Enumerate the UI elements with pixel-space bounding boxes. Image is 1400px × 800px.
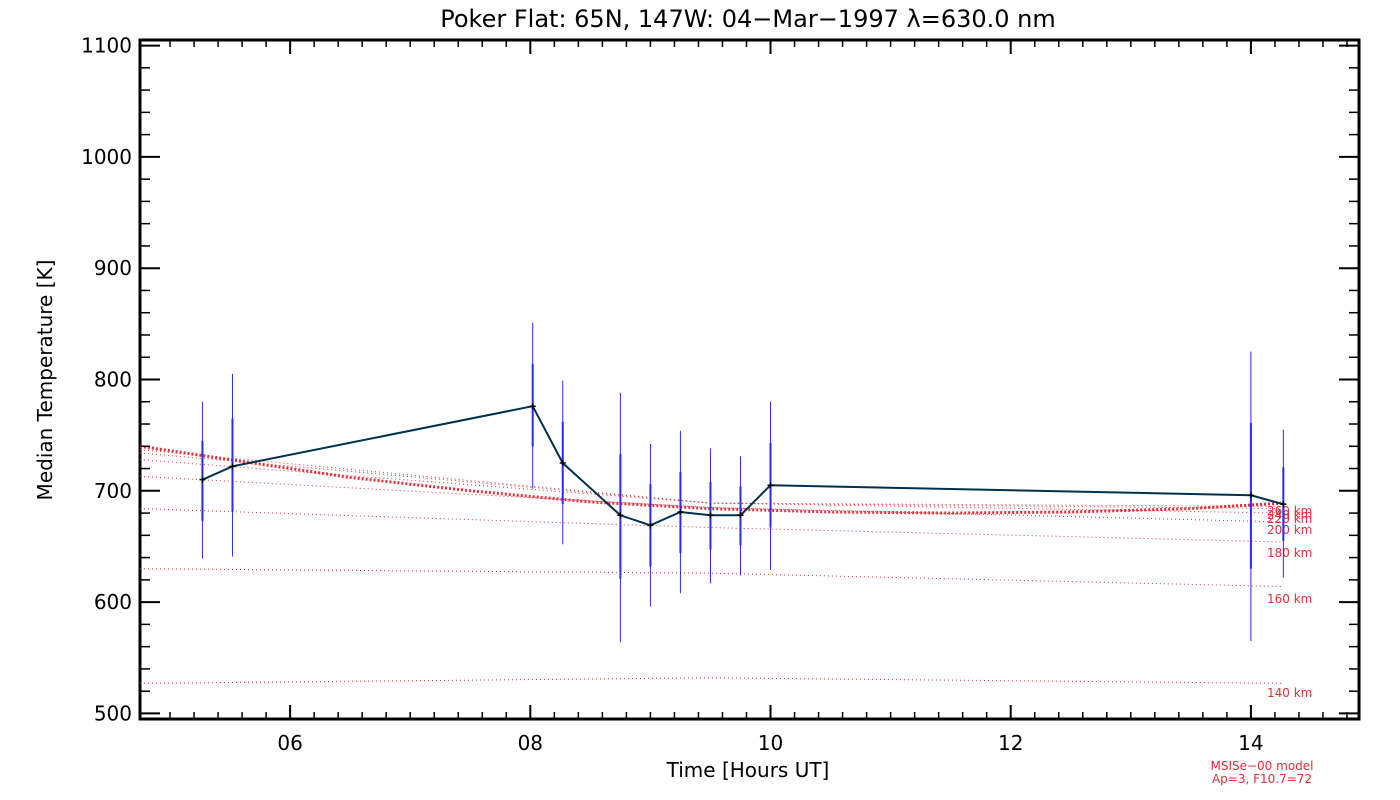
plot-frame [138, 38, 1361, 721]
model-curve-label: 140 km [1267, 686, 1312, 700]
tick-labels: 06 08 10 12 14 500 600 700 800 900 1000 1100 [81, 34, 1264, 755]
model-curve-label: 160 km [1267, 592, 1312, 606]
model-curve-label: 200 km [1267, 523, 1312, 537]
observed-line [202, 405, 1284, 527]
observed-point [229, 463, 236, 470]
x-tick-label: 12 [998, 731, 1023, 755]
y-tick-label: 1000 [81, 145, 132, 169]
model-curve-label: 240 km [1267, 508, 1312, 522]
y-tick-label: 1100 [81, 34, 132, 58]
model-curve-label: 220 km [1267, 512, 1312, 526]
observed-point [647, 522, 654, 529]
x-axis-label: Time [Hours UT] [666, 758, 830, 782]
model-main-line [139, 444, 1281, 515]
model-main-curve [139, 444, 1281, 515]
y-tick-label: 700 [94, 479, 132, 503]
axis-ticks [140, 40, 1359, 719]
chart-title: Poker Flat: 65N, 147W: 04−Mar−1997 λ=630… [440, 5, 1056, 33]
x-tick-label: 08 [518, 731, 543, 755]
observed-series [199, 403, 1287, 529]
model-note-line-2: Ap=3, F10.7=72 [1212, 772, 1312, 786]
observed-point [1247, 492, 1254, 499]
observed-point [617, 512, 624, 519]
y-tick-label: 600 [94, 590, 132, 614]
observed-point [559, 459, 566, 466]
model-note-line-1: MSISe−00 model [1210, 759, 1313, 773]
observed-point [529, 403, 536, 410]
observed-point [677, 508, 684, 515]
observed-point [707, 512, 714, 519]
x-tick-label: 10 [758, 731, 783, 755]
x-tick-label: 14 [1238, 731, 1263, 755]
x-tick-label: 06 [277, 731, 302, 755]
observed-point [1280, 501, 1287, 508]
y-tick-label: 800 [94, 368, 132, 392]
observed-point [737, 512, 744, 519]
y-tick-label: 900 [94, 256, 132, 280]
y-tick-label: 500 [94, 701, 132, 725]
observed-point [199, 476, 206, 483]
error-bars [201, 322, 1285, 643]
model-curve-label: 180 km [1267, 546, 1312, 560]
observed-point [767, 482, 774, 489]
model-curve [139, 677, 1281, 684]
model-curve-label: 260 km [1267, 504, 1312, 518]
y-axis-label: Median Temperature [K] [33, 260, 57, 501]
